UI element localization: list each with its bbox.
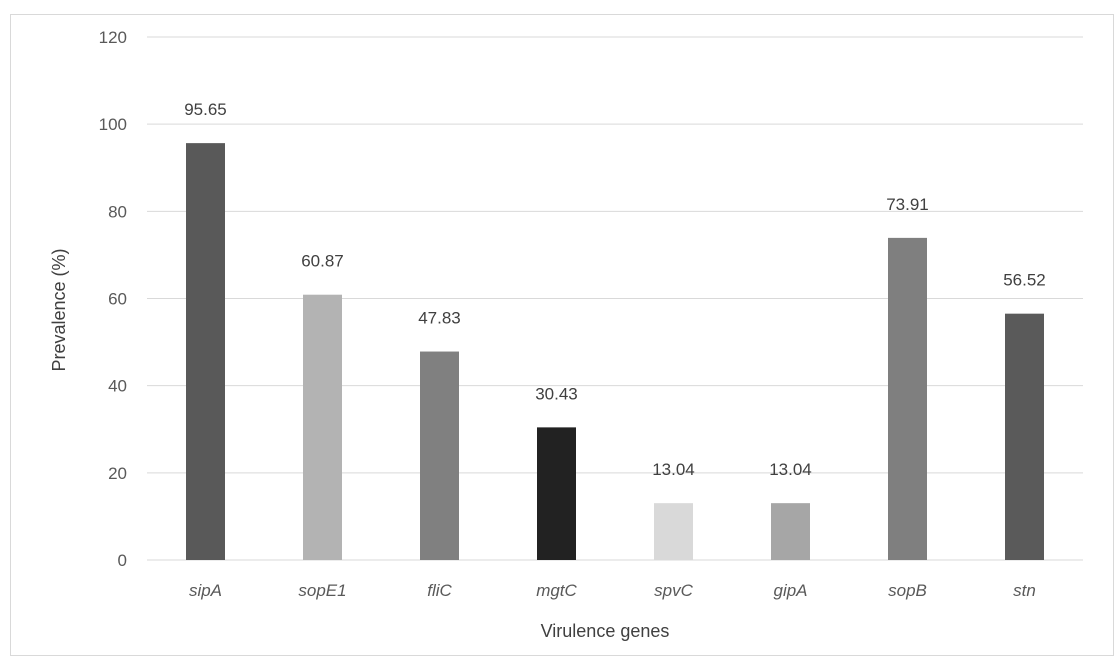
- data-label-sipA: 95.65: [184, 100, 227, 119]
- x-tick-label-gipA: gipA: [773, 581, 807, 600]
- x-axis-ticks: sipA sopE1 fliC mgtC spvC gipA sopB stn: [189, 581, 1036, 600]
- y-tick-label: 120: [99, 28, 127, 47]
- bar-sopB: [888, 237, 927, 560]
- y-tick-label: 20: [108, 464, 127, 483]
- bar-spvC: [654, 503, 693, 560]
- bars: [186, 143, 1044, 560]
- data-label-fliC: 47.83: [418, 309, 461, 328]
- bar-sopE1: [303, 294, 342, 560]
- y-tick-label: 0: [118, 551, 127, 570]
- data-label-sopB: 73.91: [886, 195, 929, 214]
- bar-gipA: [771, 503, 810, 560]
- y-tick-label: 100: [99, 115, 127, 134]
- data-label-sopE1: 60.87: [301, 252, 344, 271]
- y-tick-label: 80: [108, 202, 127, 221]
- gridlines: [147, 36, 1083, 561]
- bar-mgtC: [537, 427, 576, 560]
- x-tick-label-stn: stn: [1013, 581, 1036, 600]
- y-axis-title: Prevalence (%): [49, 248, 69, 371]
- y-tick-label: 60: [108, 290, 127, 309]
- data-label-spvC: 13.04: [652, 460, 695, 479]
- data-labels: 95.65 60.87 47.83 30.43 13.04 13.04 73.91 56.52: [184, 100, 1046, 479]
- y-axis-ticks: 0 20 40 60 80 100 120: [99, 28, 127, 570]
- x-axis-title: Virulence genes: [541, 621, 670, 641]
- x-tick-label-sipA: sipA: [189, 581, 222, 600]
- x-tick-label-fliC: fliC: [427, 581, 452, 600]
- x-tick-label-sopE1: sopE1: [298, 581, 346, 600]
- x-tick-label-sopB: sopB: [888, 581, 927, 600]
- bar-sipA: [186, 143, 225, 560]
- x-tick-label-spvC: spvC: [654, 581, 693, 600]
- bar-fliC: [420, 351, 459, 560]
- data-label-gipA: 13.04: [769, 460, 812, 479]
- data-label-stn: 56.52: [1003, 271, 1046, 290]
- data-label-mgtC: 30.43: [535, 384, 578, 403]
- x-tick-label-mgtC: mgtC: [536, 581, 577, 600]
- y-tick-label: 40: [108, 377, 127, 396]
- bar-stn: [1005, 313, 1044, 560]
